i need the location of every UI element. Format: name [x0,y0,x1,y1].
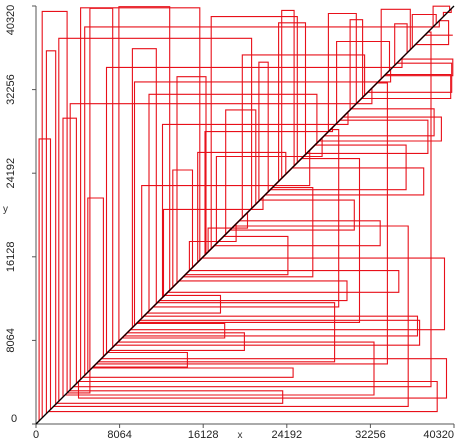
axes [32,5,455,428]
plot-area [35,5,455,425]
y-tick-label-3: 24192 [5,158,17,189]
x-tick-label-3: 24192 [272,429,303,440]
y-tick-label-5: 40320 [5,5,17,36]
step-path-2 [48,34,453,413]
x-tick-label-2: 16128 [188,429,219,440]
step-path-5 [118,6,391,342]
labels: 0 8064 16128 24192 32256 40320 0 8064 16… [3,5,454,440]
x-tick-label-5: 40320 [423,429,454,440]
y-axis-label: y [3,204,8,215]
y-tick-label-4: 32256 [5,74,17,105]
step-path-10 [113,68,421,346]
x-axis-label: x [238,430,243,440]
y-tick-label-0: 0 [11,413,17,425]
x-tick-label-4: 32256 [355,429,386,440]
diagonal-line [35,5,455,425]
x-tick-label-0: 0 [33,429,39,440]
y-tick-label-2: 16128 [5,242,17,273]
x-tick-label-1: 8064 [107,429,131,440]
y-tick-label-1: 8064 [5,328,17,352]
